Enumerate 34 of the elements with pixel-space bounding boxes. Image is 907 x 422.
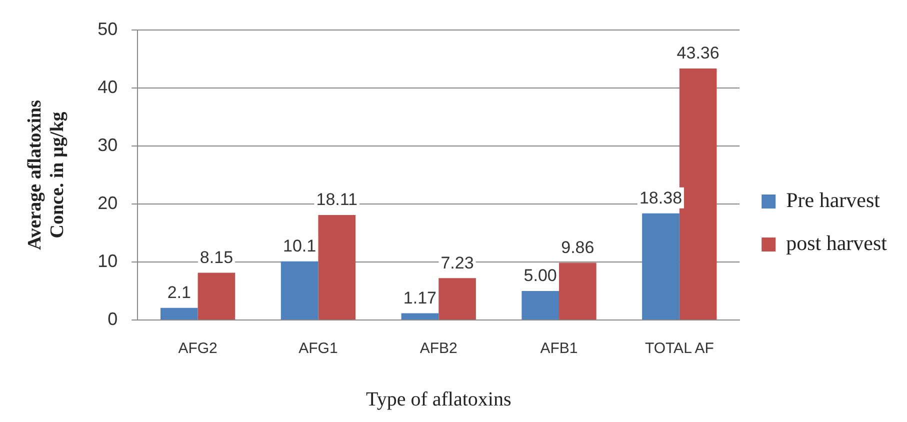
x-axis-title: Type of aflatoxins xyxy=(366,388,512,410)
legend-label: Pre harvest xyxy=(786,188,880,212)
data-label: 10.1 xyxy=(283,236,316,256)
y-tick-label: 40 xyxy=(98,76,118,97)
y-tick-label: 50 xyxy=(98,18,118,39)
bar xyxy=(198,272,236,320)
data-label: 7.23 xyxy=(440,253,474,272)
data-label: 9.86 xyxy=(561,238,594,257)
x-tick-label: TOTAL AF xyxy=(644,340,714,358)
data-label: 8.15 xyxy=(200,248,234,267)
y-tick-label: 0 xyxy=(108,308,118,329)
bar xyxy=(559,262,596,320)
bar xyxy=(642,213,680,320)
bar xyxy=(280,261,318,320)
data-label: 43.36 xyxy=(676,44,720,63)
y-tick-label: 30 xyxy=(98,134,118,155)
x-tick-label: AFG1 xyxy=(298,340,338,358)
data-label: 1.17 xyxy=(403,288,436,308)
bar xyxy=(318,214,356,320)
data-label: 5.00 xyxy=(524,266,557,286)
bar xyxy=(438,278,476,320)
data-label: 18.11 xyxy=(316,190,358,210)
x-tick-label: AFG2 xyxy=(178,340,218,358)
data-label: 2.1 xyxy=(167,283,191,302)
data-label: 18.38 xyxy=(639,188,682,208)
bar xyxy=(160,308,198,320)
y-axis-title: Average aflatoxins Conce. in µg/kg xyxy=(24,100,68,250)
y-tick-label: 10 xyxy=(98,250,118,271)
y-tick-label: 20 xyxy=(98,192,118,213)
bar xyxy=(401,313,439,320)
x-tick-label: AFB1 xyxy=(540,340,578,358)
bar xyxy=(522,291,560,320)
x-tick-label: AFB2 xyxy=(420,340,458,358)
legend-label: post harvest xyxy=(786,231,888,256)
